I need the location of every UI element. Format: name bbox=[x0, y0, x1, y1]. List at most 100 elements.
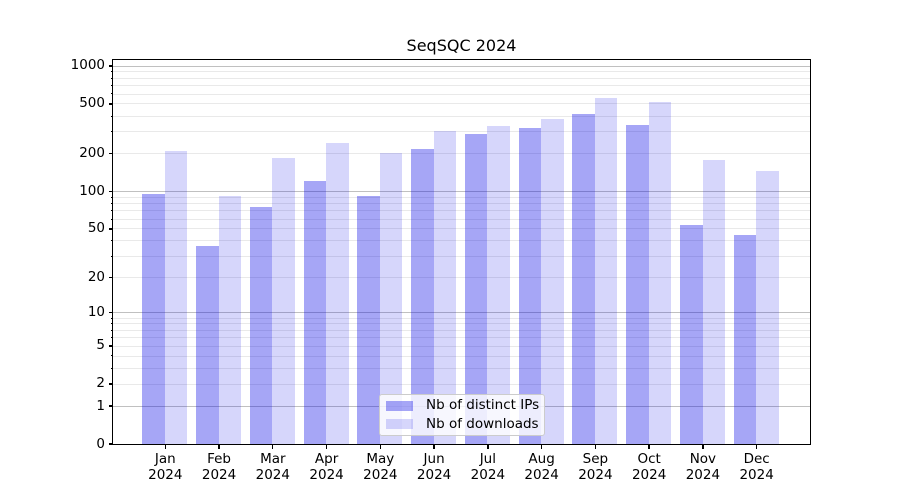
bar bbox=[518, 128, 542, 444]
legend-swatch-downloads bbox=[386, 419, 413, 429]
x-tick-label: Sep 2024 bbox=[578, 451, 613, 483]
x-tick bbox=[433, 444, 435, 450]
x-tick-label: Dec 2024 bbox=[739, 451, 774, 483]
y-tick bbox=[108, 65, 113, 67]
x-tick bbox=[594, 444, 597, 450]
bar bbox=[411, 148, 434, 444]
y-minor-tick bbox=[110, 115, 113, 117]
y-tick-label: 50 bbox=[87, 220, 105, 237]
bar bbox=[464, 134, 488, 444]
gridline-minor bbox=[112, 153, 810, 155]
y-tick bbox=[108, 276, 113, 279]
x-tick-label: Aug 2024 bbox=[524, 451, 559, 483]
y-tick-label: 5 bbox=[96, 337, 105, 354]
x-tick bbox=[702, 444, 704, 450]
bar bbox=[379, 152, 403, 444]
y-minor-tick bbox=[110, 255, 113, 257]
y-tick-label: 20 bbox=[87, 268, 105, 285]
y-minor-tick bbox=[110, 355, 113, 357]
bar bbox=[756, 170, 779, 444]
bar bbox=[626, 124, 649, 444]
x-tick bbox=[756, 444, 758, 450]
bar bbox=[541, 119, 564, 444]
x-tick-label: Oct 2024 bbox=[631, 451, 667, 483]
y-tick-label: 2 bbox=[96, 375, 105, 392]
y-tick bbox=[108, 383, 113, 385]
gridline-minor bbox=[112, 240, 810, 242]
bar bbox=[196, 246, 219, 444]
bar bbox=[433, 130, 457, 444]
gridline-minor bbox=[112, 131, 810, 133]
y-minor-tick bbox=[110, 131, 113, 133]
x-tick-label: May 2024 bbox=[363, 451, 398, 483]
x-tick-label: Apr 2024 bbox=[309, 451, 344, 483]
y-minor-tick bbox=[110, 93, 113, 95]
y-minor-tick bbox=[110, 367, 113, 369]
gridline-minor bbox=[112, 103, 810, 105]
y-tick-label: 1000 bbox=[70, 57, 105, 74]
y-tick bbox=[108, 345, 113, 347]
y-minor-tick bbox=[110, 317, 113, 319]
y-minor-tick bbox=[110, 323, 113, 325]
plot-area bbox=[111, 58, 811, 445]
x-tick-label: Jun 2024 bbox=[416, 451, 452, 483]
bar bbox=[218, 195, 242, 444]
y-tick bbox=[108, 228, 113, 230]
legend: Nb of distinct IPs Nb of downloads bbox=[379, 394, 545, 436]
bar bbox=[702, 159, 725, 444]
bar bbox=[164, 151, 188, 444]
x-tick-label: Mar 2024 bbox=[255, 451, 290, 483]
gridline-minor bbox=[112, 255, 810, 257]
x-tick-label: Feb 2024 bbox=[201, 451, 237, 483]
legend-item-distinct-ips: Nb of distinct IPs bbox=[386, 398, 544, 413]
gridline-minor bbox=[112, 196, 810, 198]
y-tick bbox=[108, 405, 113, 407]
y-minor-tick bbox=[110, 240, 113, 242]
x-tick bbox=[648, 444, 650, 450]
y-minor-tick bbox=[110, 218, 113, 220]
gridline-minor bbox=[112, 329, 810, 331]
gridline-minor bbox=[112, 367, 810, 369]
y-tick-label: 100 bbox=[79, 182, 105, 199]
y-minor-tick bbox=[110, 329, 113, 331]
x-tick bbox=[218, 444, 220, 450]
bar bbox=[326, 143, 349, 444]
chart-title: SeqSQC 2024 bbox=[406, 36, 517, 55]
x-tick-label: Nov 2024 bbox=[685, 451, 721, 483]
gridline-minor bbox=[112, 337, 810, 339]
gridline-minor bbox=[112, 277, 810, 279]
y-minor-tick bbox=[110, 203, 113, 205]
gridline-major bbox=[112, 312, 810, 314]
gridline-major bbox=[112, 191, 810, 193]
y-minor-tick bbox=[110, 71, 113, 73]
gridline-minor bbox=[112, 71, 810, 73]
y-minor-tick bbox=[110, 84, 113, 86]
gridline-minor bbox=[112, 93, 810, 95]
x-tick bbox=[540, 444, 543, 450]
gridline-minor bbox=[112, 115, 810, 117]
legend-label-distinct-ips: Nb of distinct IPs bbox=[426, 397, 540, 414]
gridline-minor bbox=[112, 203, 810, 205]
y-tick bbox=[108, 153, 113, 155]
gridline-minor bbox=[112, 323, 810, 325]
gridline-minor bbox=[112, 383, 810, 385]
x-tick-label: Jan 2024 bbox=[148, 451, 183, 483]
gridline-minor bbox=[112, 85, 810, 87]
bar bbox=[142, 194, 165, 444]
x-tick bbox=[164, 444, 166, 450]
gridline-minor bbox=[112, 345, 810, 347]
gridline-minor bbox=[112, 355, 810, 357]
legend-label-downloads: Nb of downloads bbox=[426, 415, 539, 432]
gridline-minor bbox=[112, 210, 810, 212]
legend-swatch-distinct-ips bbox=[386, 401, 413, 411]
gridline-minor bbox=[112, 218, 810, 220]
y-tick-label: 0 bbox=[96, 435, 105, 452]
bar bbox=[357, 195, 380, 444]
x-tick bbox=[272, 444, 274, 450]
y-tick bbox=[108, 103, 113, 105]
y-tick-label: 1 bbox=[96, 397, 105, 414]
gridline-major bbox=[112, 65, 810, 67]
bar bbox=[303, 181, 327, 444]
x-tick-label: Jul 2024 bbox=[470, 451, 506, 483]
